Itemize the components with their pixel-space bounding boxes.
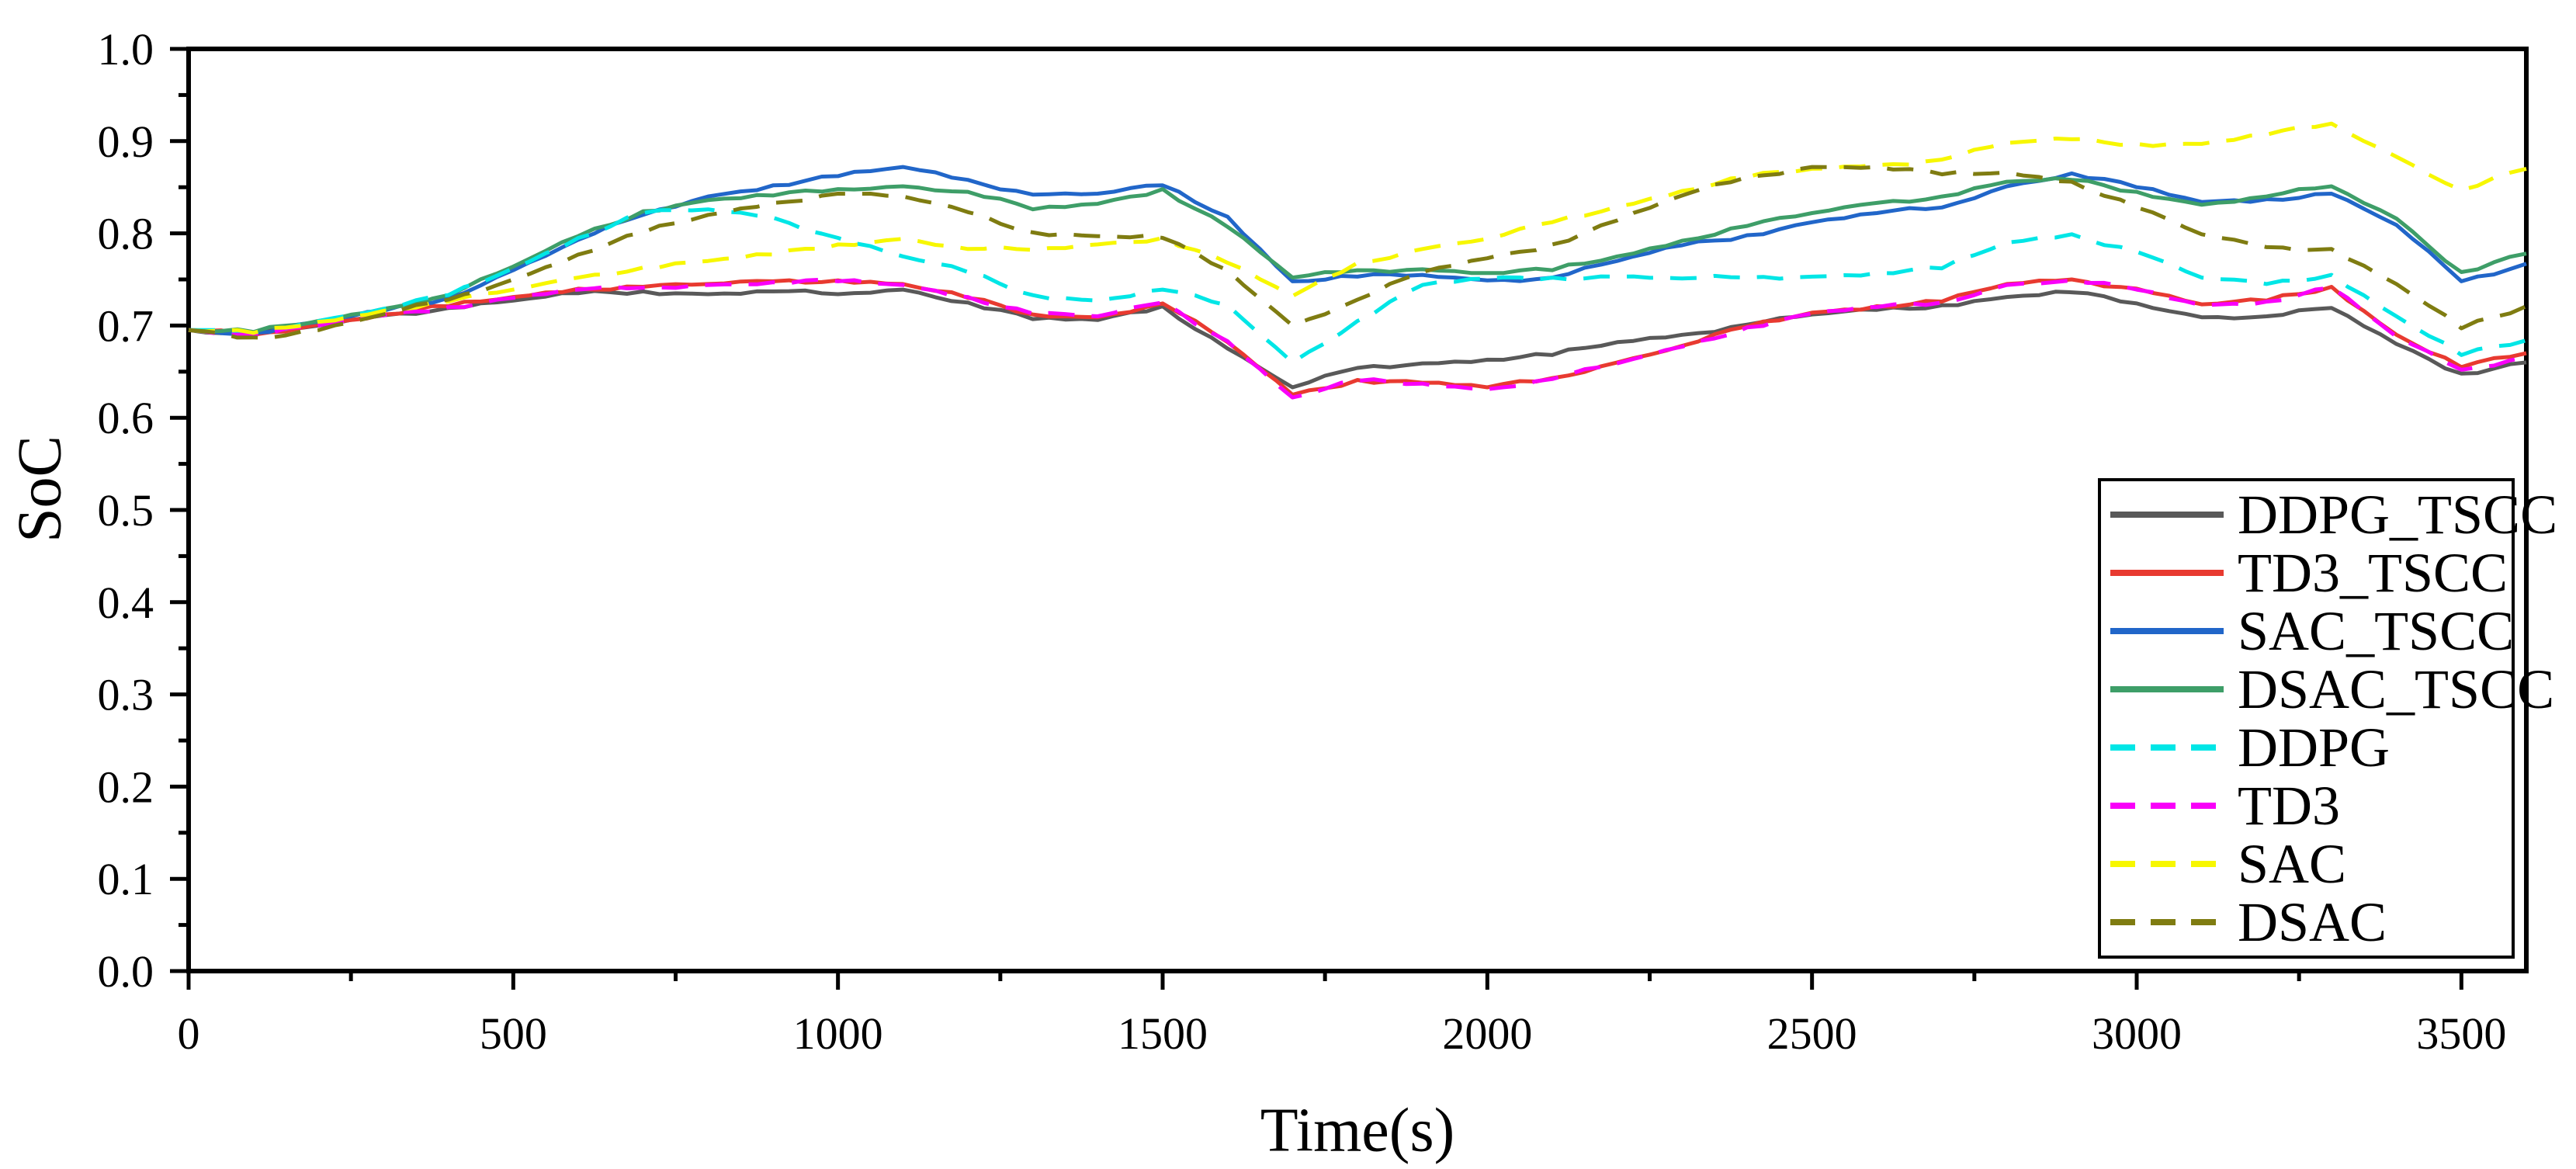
x-tick-label: 0 bbox=[178, 1008, 200, 1059]
x-tick-label: 1500 bbox=[1118, 1008, 1208, 1059]
series-line-DDPG_TSCC bbox=[188, 287, 2527, 390]
y-axis-ticks: 0.0 0.1 0.2 0.3 0.4 0.5 0.6 0.7 0.8 0.9 1.0 bbox=[98, 24, 189, 997]
legend-item-label: DDPG bbox=[2238, 716, 2391, 779]
x-tick-label: 2500 bbox=[1767, 1008, 1857, 1059]
series-line-DSAC bbox=[188, 165, 2528, 340]
y-tick-label: 0.2 bbox=[98, 761, 154, 812]
series-line-TD3 bbox=[188, 277, 2527, 400]
y-tick-label: 0.1 bbox=[98, 854, 154, 904]
legend-line-sample-SAC bbox=[2110, 860, 2224, 867]
x-tick-label: 2000 bbox=[1442, 1008, 1532, 1059]
legend-line-sample-DSAC_TSCC bbox=[2110, 686, 2224, 693]
legend-line-sample-SAC_TSCC bbox=[2110, 628, 2224, 635]
legend-line-sample-TD3_TSCC bbox=[2110, 570, 2224, 577]
legend-item-TD3_TSCC: TD3_TSCC bbox=[2109, 545, 2512, 601]
legend-line-sample-TD3 bbox=[2110, 802, 2224, 809]
legend-item-DSAC_TSCC: DSAC_TSCC bbox=[2109, 661, 2554, 717]
y-tick-label: 0.3 bbox=[98, 670, 154, 720]
legend-line-sample-DDPG_TSCC bbox=[2110, 512, 2224, 519]
x-axis-label: Time(s) bbox=[1260, 1096, 1455, 1165]
series-line-SAC_TSCC bbox=[188, 165, 2527, 336]
legend-item-label: TD3 bbox=[2238, 774, 2340, 837]
legend-item-TD3: TD3 bbox=[2109, 778, 2512, 834]
y-tick-label: 0.4 bbox=[98, 578, 154, 628]
y-tick-label: 0.9 bbox=[98, 116, 154, 167]
legend-item-label: DSAC_TSCC bbox=[2238, 658, 2555, 721]
y-tick-label: 0.0 bbox=[98, 946, 154, 997]
y-tick-label: 0.6 bbox=[98, 393, 154, 443]
legend-item-DSAC: DSAC bbox=[2109, 894, 2512, 950]
legend-item-DDPG: DDPG bbox=[2109, 720, 2512, 775]
series-line-DDPG bbox=[188, 207, 2527, 365]
y-tick-label: 0.7 bbox=[98, 300, 154, 351]
legend-line-sample-DDPG bbox=[2110, 744, 2224, 751]
x-tick-label: 500 bbox=[480, 1008, 547, 1059]
x-tick-label: 3500 bbox=[2416, 1008, 2506, 1059]
x-tick-label: 1000 bbox=[793, 1008, 883, 1059]
x-tick-label: 3000 bbox=[2092, 1008, 2182, 1059]
legend-line-sample-DSAC bbox=[2110, 918, 2224, 925]
y-tick-label: 1.0 bbox=[98, 24, 154, 75]
legend-item-label: TD3_TSCC bbox=[2238, 542, 2508, 605]
legend-item-label: SAC_TSCC bbox=[2238, 600, 2515, 663]
legend-item-DDPG_TSCC: DDPG_TSCC bbox=[2109, 487, 2557, 543]
y-tick-label: 0.5 bbox=[98, 485, 154, 536]
legend-item-label: SAC bbox=[2238, 832, 2347, 895]
y-tick-label: 0.8 bbox=[98, 209, 154, 259]
y-axis-label: SoC bbox=[5, 435, 75, 543]
x-axis-ticks: 0 500 1000 1500 2000 2500 3000 3500 bbox=[178, 971, 2506, 1059]
legend-item-label: DDPG_TSCC bbox=[2238, 484, 2558, 546]
legend-item-SAC_TSCC: SAC_TSCC bbox=[2109, 600, 2515, 663]
legend-item-label: DSAC bbox=[2238, 890, 2387, 953]
legend: DDPG_TSCC TD3_TSCC SAC_TSCC DSAC_TSCC DDPG TD… bbox=[2098, 478, 2557, 959]
series-line-SAC bbox=[188, 121, 2527, 335]
legend-item-SAC: SAC bbox=[2109, 836, 2512, 892]
